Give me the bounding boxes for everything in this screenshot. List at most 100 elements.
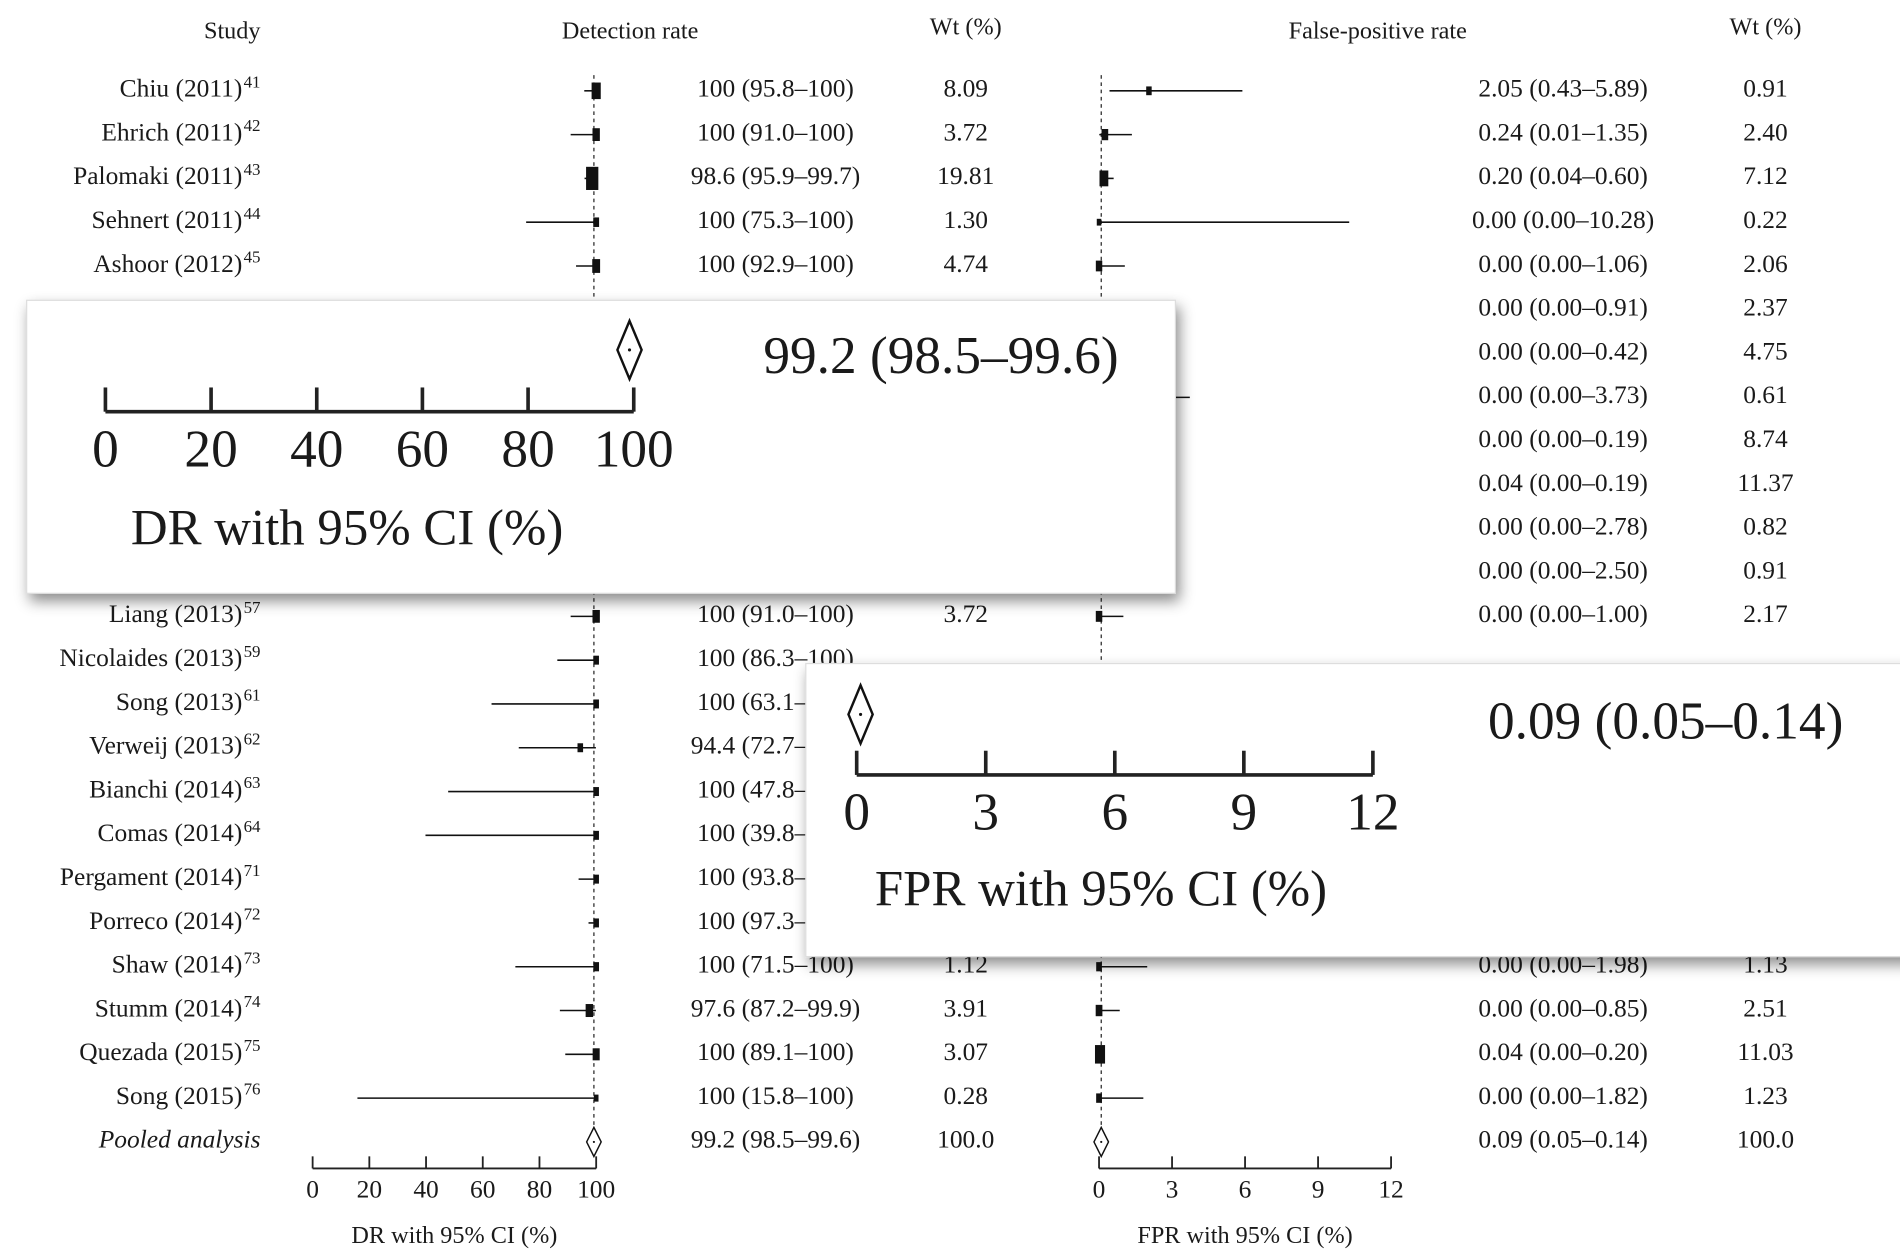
estimate-box <box>1096 1093 1102 1103</box>
weight-label: 1.30 <box>943 205 988 234</box>
pooled-dot <box>1100 1140 1103 1144</box>
column-header: Study <box>204 17 261 44</box>
ci-label: 0.00 (0.00–2.78) <box>1478 512 1648 541</box>
weight-label: 0.61 <box>1743 380 1788 409</box>
estimate-box <box>593 655 599 665</box>
ci-label: 0.00 (0.00–3.73) <box>1478 380 1648 409</box>
weight-label: 3.72 <box>943 117 988 146</box>
weight-label: 0.82 <box>1743 512 1788 541</box>
ci-label: 0.00 (0.00–1.06) <box>1478 249 1648 278</box>
study-name: Chiu (2011) <box>120 74 243 103</box>
callout-box <box>805 662 1900 958</box>
estimate-box <box>577 743 584 753</box>
estimate-box <box>592 1048 600 1061</box>
study-name: Stumm (2014) <box>95 993 243 1022</box>
estimate-box <box>591 82 601 100</box>
estimate-box <box>1146 86 1152 96</box>
x-axis-label: FPR with 95% CI (%) <box>1137 1222 1352 1249</box>
x-tick-label: 0 <box>92 419 119 478</box>
estimate-box <box>1096 218 1102 226</box>
weight-label: 0.91 <box>1743 74 1788 103</box>
ci-label: 0.00 (0.00–2.50) <box>1478 555 1648 584</box>
weight-label: 11.03 <box>1737 1037 1793 1066</box>
study-name: Shaw (2014) <box>112 950 243 979</box>
x-axis-label-zoom: DR with 95% CI (%) <box>131 500 563 556</box>
estimate-box <box>1101 128 1109 141</box>
x-tick-label: 12 <box>1346 783 1399 842</box>
weight-header: Wt (%) <box>930 14 1002 41</box>
pooled-dot <box>592 1140 595 1144</box>
study-ref: 41 <box>244 72 261 91</box>
x-tick-label: 0 <box>306 1174 319 1203</box>
x-axis-label: DR with 95% CI (%) <box>351 1222 557 1249</box>
callout-box <box>26 299 1176 594</box>
study-ref: 64 <box>244 817 261 836</box>
estimate-box <box>585 1004 594 1018</box>
ci-label: 0.00 (0.00–0.19) <box>1478 424 1648 453</box>
ci-label: 0.00 (0.00–0.91) <box>1478 293 1648 322</box>
study-ref: 57 <box>244 598 261 617</box>
ci-label: 0.00 (0.00–0.85) <box>1478 993 1648 1022</box>
pooled-dot-zoom <box>627 348 632 352</box>
ci-label: 100 (92.9–100) <box>697 249 854 278</box>
study-name: Bianchi (2014) <box>89 774 242 803</box>
ci-label: 100 (91.0–100) <box>697 599 854 628</box>
x-tick-label: 0 <box>1093 1174 1106 1203</box>
weight-label: 2.40 <box>1743 117 1788 146</box>
weight-label: 3.72 <box>943 599 988 628</box>
estimate-box <box>593 874 599 884</box>
weight-label: 0.28 <box>943 1081 988 1110</box>
study-name: Liang (2013) <box>109 599 242 628</box>
x-tick-label: 12 <box>1378 1174 1403 1203</box>
pooled-dot-zoom <box>858 712 863 716</box>
estimate-box <box>593 217 600 227</box>
x-tick-label: 20 <box>357 1174 382 1203</box>
study-name: Ashoor (2012) <box>93 249 242 278</box>
estimate-box <box>593 830 599 840</box>
estimate-box <box>592 609 600 623</box>
x-tick-label: 60 <box>470 1174 495 1203</box>
weight-label: 1.23 <box>1743 1081 1788 1110</box>
pooled-ci-label-zoom: 99.2 (98.5–99.6) <box>763 326 1118 385</box>
panel-title: False-positive rate <box>1289 17 1467 44</box>
weight-label: 7.12 <box>1743 161 1788 190</box>
zoom-callout: 99.2 (98.5–99.6) 0 20 40 60 80 100 DR with 95% … <box>26 299 1176 594</box>
x-tick-label: 0 <box>843 783 870 842</box>
pooled-ci-label: 99.2 (98.5–99.6) <box>691 1125 861 1154</box>
study-ref: 61 <box>244 686 261 705</box>
x-tick-label: 6 <box>1239 1174 1252 1203</box>
study-ref: 62 <box>244 729 261 748</box>
pooled-weight-label: 100.0 <box>937 1125 994 1154</box>
weight-label: 0.22 <box>1743 205 1788 234</box>
x-tick-label: 100 <box>594 419 674 478</box>
weight-label: 2.51 <box>1743 993 1788 1022</box>
estimate-box <box>1096 962 1102 972</box>
study-name: Song (2013) <box>116 687 242 716</box>
ci-label: 0.00 (0.00–0.42) <box>1478 336 1648 365</box>
weight-label: 3.91 <box>943 993 988 1022</box>
weight-label: 19.81 <box>937 161 994 190</box>
zoom-callout: 0.09 (0.05–0.14) 0 3 6 9 12 FPR with 95% CI (%… <box>805 662 1900 958</box>
ci-label: 100 (15.8–100) <box>697 1081 854 1110</box>
study-ref: 42 <box>244 116 261 135</box>
ci-label: 0.00 (0.00–1.82) <box>1478 1081 1648 1110</box>
estimate-box <box>1095 260 1103 272</box>
study-ref: 73 <box>244 948 261 967</box>
study-ref: 76 <box>244 1080 261 1099</box>
weight-label: 8.09 <box>943 74 988 103</box>
estimate-box <box>1095 610 1103 622</box>
estimate-box <box>592 259 601 273</box>
weight-label: 3.07 <box>943 1037 988 1066</box>
x-tick-label: 40 <box>290 419 343 478</box>
study-ref: 43 <box>244 160 261 179</box>
weight-label: 4.75 <box>1743 336 1788 365</box>
pooled-ci-label: 0.09 (0.05–0.14) <box>1478 1125 1648 1154</box>
weight-label: 2.17 <box>1743 599 1788 628</box>
study-name: Sehnert (2011) <box>91 205 242 234</box>
ci-label: 2.05 (0.43–5.89) <box>1478 74 1648 103</box>
ci-label: 100 (95.8–100) <box>697 74 854 103</box>
study-ref: 59 <box>244 642 261 661</box>
weight-label: 4.74 <box>943 249 988 278</box>
x-tick-label: 80 <box>501 419 554 478</box>
